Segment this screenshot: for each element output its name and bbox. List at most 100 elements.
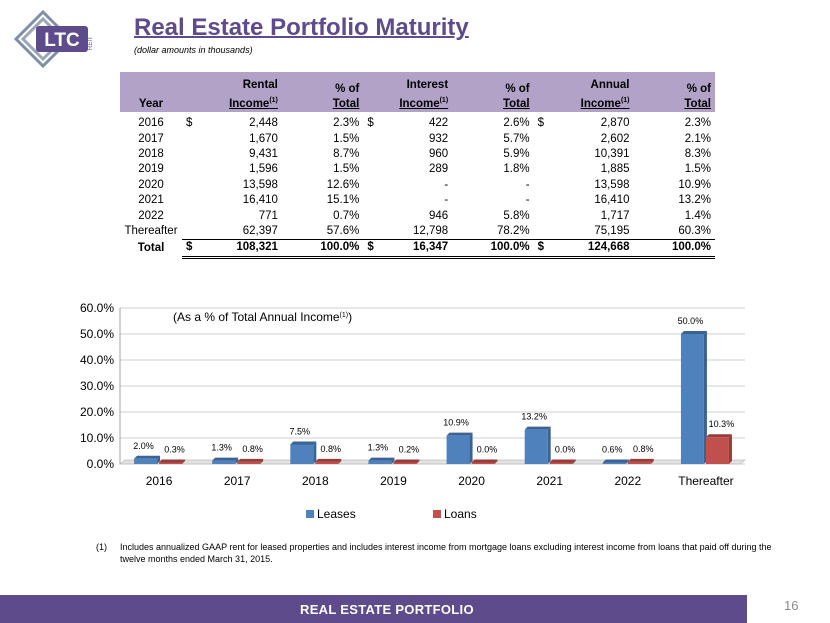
chart-title-mark: (1) (340, 312, 349, 319)
data-label: 0.0% (555, 445, 576, 455)
y-tick-label: 0.0% (87, 457, 115, 471)
cell-currency (182, 223, 196, 241)
y-tick-label: 60.0% (80, 301, 114, 315)
cell-rental: 1,670 (249, 132, 278, 145)
x-tick-label: 2019 (380, 474, 407, 488)
data-label: 0.6% (602, 444, 623, 454)
cell-currency: $ (363, 239, 378, 259)
cell-currency (182, 193, 196, 208)
bar-side (728, 434, 732, 464)
cell-rental_pct: 12.6% (326, 178, 360, 191)
cell-annual: 1,717 (600, 209, 630, 222)
cell-currency: $ (533, 239, 548, 259)
bar-top (471, 459, 498, 463)
bar-top (549, 459, 576, 463)
data-label: 0.8% (321, 444, 342, 454)
data-label: 1.3% (368, 443, 389, 453)
cell-year: Total (137, 241, 165, 254)
cell-rental_pct: 1.5% (333, 132, 360, 145)
x-tick-label: 2020 (458, 474, 485, 488)
cell-currency (363, 178, 377, 193)
header-annual: Annual Income(1) (533, 72, 634, 112)
cell-currency (182, 208, 196, 223)
legend-label-leases: Leases (317, 507, 356, 521)
cell-rental: 16,410 (242, 194, 278, 207)
bar-side (182, 459, 186, 464)
cell-annual: 124,668 (547, 239, 634, 259)
maturity-bar-chart: 0.0% 10.0% 20.0% 30.0% 40.0% 50.0% 60.0% 2.0% 0.… (80, 301, 747, 521)
cell-currency (533, 223, 548, 241)
cell-annual: 2,870 (600, 117, 630, 130)
data-label: 1.3% (211, 443, 232, 453)
cell-annual_pct: 1.5% (684, 163, 711, 176)
header-interest-pct: % of Total (452, 72, 534, 112)
bar-leases (368, 460, 392, 464)
bar-side (494, 459, 498, 464)
header-year: Year (120, 72, 182, 112)
bar-leases (290, 444, 314, 464)
cell-year: 2018 (138, 147, 164, 160)
cell-interest: 960 (428, 147, 449, 160)
bar-side (391, 457, 395, 464)
bar-side (572, 459, 576, 464)
cell-annual: 13,598 (594, 178, 630, 191)
cell-currency (534, 193, 548, 208)
cell-rental: 1,596 (249, 163, 278, 176)
y-tick-label: 30.0% (80, 379, 114, 393)
data-label: 0.0% (477, 445, 498, 455)
cell-interest_pct: 5.8% (503, 209, 530, 222)
cell-rental: 13,598 (242, 178, 278, 191)
logo-text: LTC (44, 30, 80, 51)
logo-subtext: REIT (88, 36, 94, 50)
cell-rental: 2,448 (249, 117, 278, 130)
cell-currency (182, 178, 196, 193)
bar-leases (602, 462, 626, 464)
cell-rental_pct: 2.3% (333, 117, 360, 130)
legend-label-loans: Loans (444, 507, 477, 521)
cell-currency (534, 147, 548, 162)
cell-year: 2020 (138, 178, 164, 191)
bar-top (368, 457, 395, 461)
cell-currency (363, 162, 377, 177)
cell-currency (363, 131, 377, 146)
cell-annual_pct: 60.3% (633, 223, 715, 241)
data-label: 0.2% (399, 445, 420, 455)
bar-side (416, 459, 420, 464)
cell-interest: - (444, 178, 449, 191)
page-subtitle: (dollar amounts in thousands) (134, 45, 253, 55)
cell-currency (534, 162, 548, 177)
chart-title-close: ) (348, 310, 352, 324)
header-rental: Rental Income(1) (182, 72, 282, 112)
bar-top (212, 457, 239, 461)
bar-top (315, 458, 342, 462)
bar-top (524, 426, 551, 430)
bar-top (393, 459, 420, 463)
cell-interest_pct: 2.6% (503, 117, 530, 130)
legend-swatch-loans (433, 510, 441, 518)
cell-rental_pct: 8.7% (333, 147, 360, 160)
cell-year: 2021 (138, 194, 164, 207)
cell-annual: 16,410 (594, 194, 630, 207)
cell-currency (182, 147, 196, 162)
cell-rental: 62,397 (196, 223, 282, 241)
cell-interest: - (444, 194, 449, 207)
cell-annual_pct: 2.3% (684, 117, 711, 130)
bar-loans (627, 461, 651, 464)
maturity-table: Year Rental Income(1) % of Total Interest… (120, 72, 715, 259)
page-number: 16 (784, 598, 799, 613)
cell-annual_pct: 10.9% (678, 178, 711, 191)
chart-title-main: (As a % of Total Annual Income (173, 310, 340, 324)
bar-top (705, 434, 732, 438)
footnote: (1) Includes annualized GAAP rent for le… (96, 541, 776, 565)
bar-loans (549, 462, 573, 464)
data-label: 2.0% (133, 441, 154, 451)
cell-currency (363, 208, 377, 223)
bar-top (237, 458, 264, 462)
cell-currency: $ (182, 239, 196, 259)
table-row: 2021 16,410 15.1% - - 16,410 13.2% (120, 193, 715, 208)
legend-swatch-leases (306, 510, 314, 518)
cell-interest_pct: 100.0% (452, 239, 534, 259)
y-tick-label: 10.0% (80, 431, 114, 445)
bar-top (680, 331, 707, 334)
data-label: 7.5% (290, 427, 311, 437)
